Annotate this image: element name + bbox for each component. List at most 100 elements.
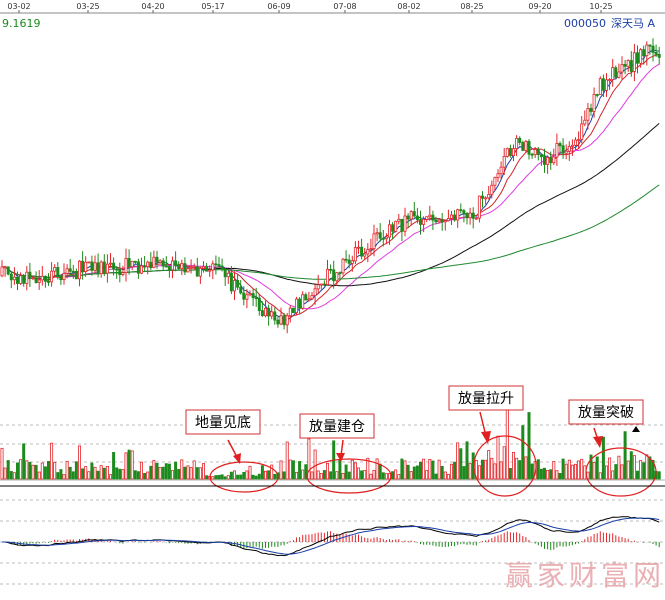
candle-body <box>130 260 134 268</box>
volume-bar <box>127 449 131 480</box>
candle-body <box>152 256 156 269</box>
volume-bar <box>164 463 168 480</box>
candle-body <box>425 216 429 220</box>
volume-bar <box>0 447 4 480</box>
volume-bar <box>530 463 534 480</box>
volume-bar <box>440 465 444 480</box>
volume-bar <box>648 456 652 480</box>
volume-bar <box>338 459 342 480</box>
candle-body <box>614 67 618 78</box>
volume-bar <box>558 473 562 480</box>
candle-body <box>245 294 249 300</box>
ma120-line <box>1 184 660 280</box>
volume-bar <box>372 469 376 480</box>
candle-body <box>232 280 236 292</box>
candle-body <box>518 137 522 143</box>
volume-bar <box>81 468 85 480</box>
volume-bar <box>294 471 298 480</box>
dif-line <box>2 516 660 557</box>
volume-bar <box>217 474 221 480</box>
annotation-volume-build-position: 放量建仓 <box>299 413 392 494</box>
price-panel[interactable]: 9.1619 000050 深天马 A <box>0 17 661 334</box>
volume-bar <box>53 461 57 480</box>
candle-body <box>474 217 478 220</box>
candle-body <box>217 264 221 267</box>
volume-bar <box>347 471 351 480</box>
volume-bar <box>74 461 78 480</box>
volume-bar <box>3 467 7 480</box>
candle-body <box>459 209 463 212</box>
candle-body <box>369 248 373 251</box>
date-tick-label: 06-09 <box>267 2 290 11</box>
volume-bar <box>139 461 143 480</box>
candle-body <box>555 143 559 158</box>
volume-bar <box>459 448 463 480</box>
candle-body <box>229 272 233 292</box>
volume-bar <box>645 454 649 480</box>
volume-bar <box>155 462 159 480</box>
candle-body <box>195 266 199 277</box>
annotation-label: 放量拉升 <box>458 391 514 407</box>
volume-bar <box>617 455 621 480</box>
candle-body <box>561 145 565 154</box>
candle-body <box>366 249 370 255</box>
candle-body <box>313 288 317 296</box>
candle-body <box>307 298 311 301</box>
candle-body <box>319 283 323 286</box>
candle-body <box>654 52 658 55</box>
volume-bar <box>146 471 150 480</box>
volume-bar <box>512 451 516 480</box>
ma60-line <box>1 123 660 287</box>
candle-body <box>270 311 274 317</box>
stock-code: 000050 <box>564 17 606 30</box>
volume-bar <box>298 461 302 480</box>
candle-body <box>360 246 364 257</box>
macd-lines <box>2 516 660 557</box>
price-readout: 9.1619 <box>2 17 41 30</box>
date-tick-label: 08-25 <box>460 2 483 11</box>
candle-body <box>480 195 484 199</box>
candle-body <box>12 276 16 281</box>
volume-bar <box>623 431 627 480</box>
volume-bar <box>192 460 196 480</box>
candle-body <box>93 262 97 271</box>
candle-body <box>384 236 388 240</box>
candle-body <box>186 268 190 273</box>
volume-panel[interactable]: 地量见底 放量建仓 放量拉升 放量突破 <box>0 385 665 497</box>
volume-bar <box>205 475 209 480</box>
macd-panel[interactable] <box>0 485 665 585</box>
annotation-ellipse <box>306 458 392 494</box>
candle-body <box>242 292 246 300</box>
candle-body <box>428 214 432 218</box>
candle-body <box>149 261 153 269</box>
candle-body <box>378 232 382 239</box>
candle-body <box>121 272 125 275</box>
volume-bar <box>158 467 162 480</box>
candle-body <box>239 286 243 294</box>
volume-bar <box>186 465 190 480</box>
annotation-volume-rally: 放量拉升 <box>448 385 537 497</box>
candle-body <box>59 275 63 281</box>
candle-body <box>78 260 82 280</box>
candle-body <box>310 295 314 300</box>
volume-bar <box>9 471 13 480</box>
volume-bar <box>350 459 354 480</box>
candle-body <box>208 269 212 272</box>
candle-body <box>626 60 630 67</box>
annotation-box <box>448 385 524 411</box>
candle-body <box>536 149 540 156</box>
volume-bar <box>59 469 63 480</box>
candle-body <box>329 268 333 271</box>
candle-body <box>462 210 466 214</box>
candle-body <box>564 150 568 154</box>
volume-bar <box>229 471 233 480</box>
date-tick-label: 03-02 <box>7 2 30 11</box>
volume-bar <box>384 473 388 480</box>
candle-body <box>298 298 302 309</box>
volume-bar <box>468 463 472 480</box>
volume-bar <box>189 467 193 480</box>
volume-bar <box>657 471 661 480</box>
candle-body <box>127 258 131 268</box>
moving-average-lines <box>1 49 660 321</box>
